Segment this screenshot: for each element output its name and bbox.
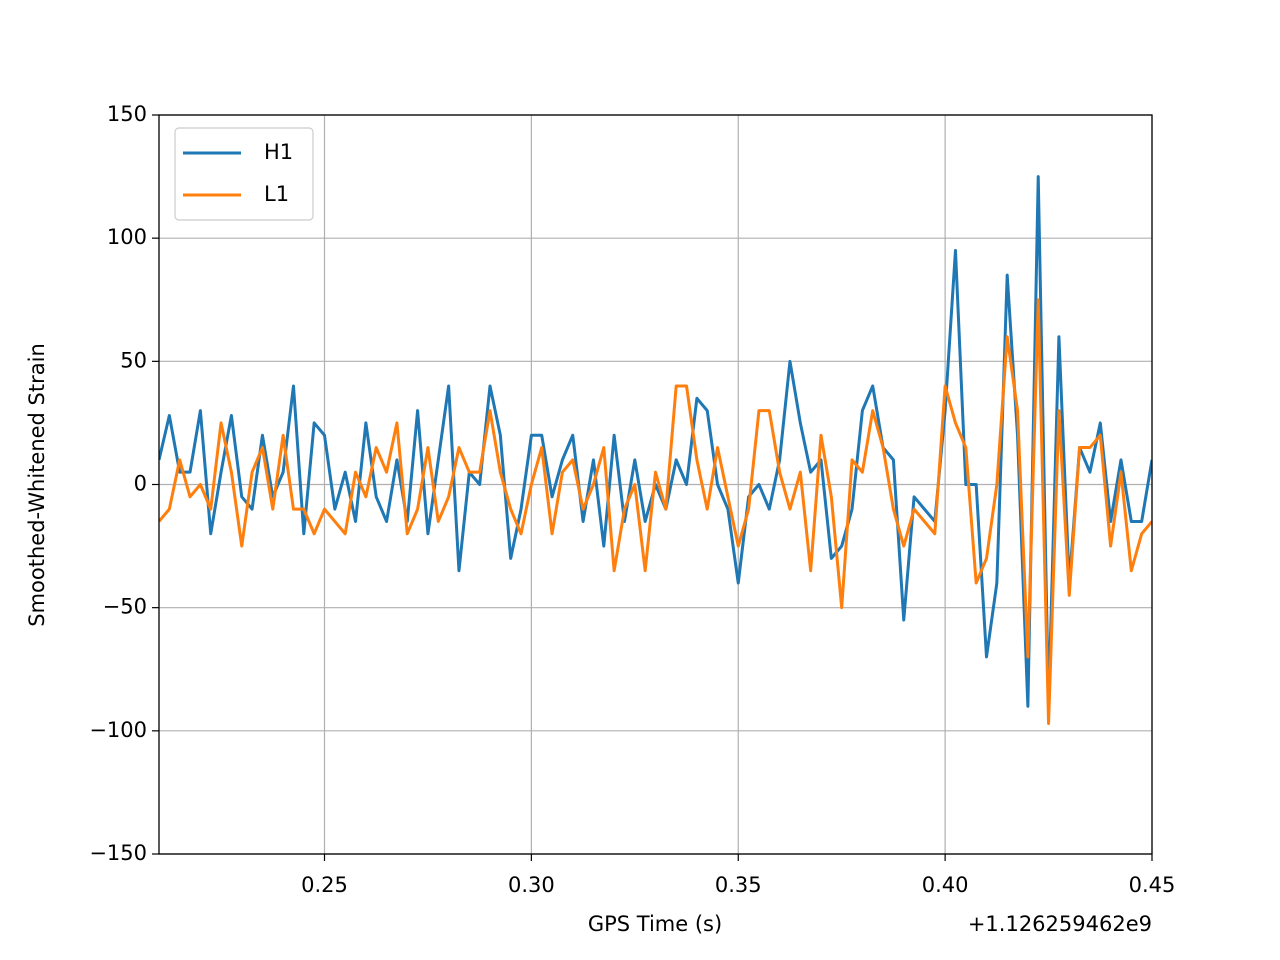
x-tick-label: 0.45 [1129, 873, 1176, 897]
y-tick-label: 0 [134, 472, 147, 496]
series-line [159, 298, 1152, 725]
x-tick-label: 0.30 [508, 873, 555, 897]
y-tick-label: −100 [89, 718, 147, 742]
y-axis-label: Smoothed-Whitened Strain [25, 343, 49, 627]
legend-label: H1 [264, 140, 293, 164]
x-offset-label: +1.126259462e9 [968, 912, 1152, 936]
legend-label: L1 [264, 182, 289, 206]
y-tick-label: 150 [107, 102, 147, 126]
x-tick-label: 0.35 [715, 873, 762, 897]
y-tick-label: −50 [103, 595, 147, 619]
y-tick-label: 100 [107, 225, 147, 249]
x-tick-label: 0.25 [301, 873, 348, 897]
y-tick-label: −150 [89, 841, 147, 865]
x-tick-label: 0.40 [922, 873, 969, 897]
y-tick-label: 50 [120, 348, 147, 372]
x-axis-label: GPS Time (s) [588, 912, 722, 936]
legend-box [174, 127, 314, 221]
